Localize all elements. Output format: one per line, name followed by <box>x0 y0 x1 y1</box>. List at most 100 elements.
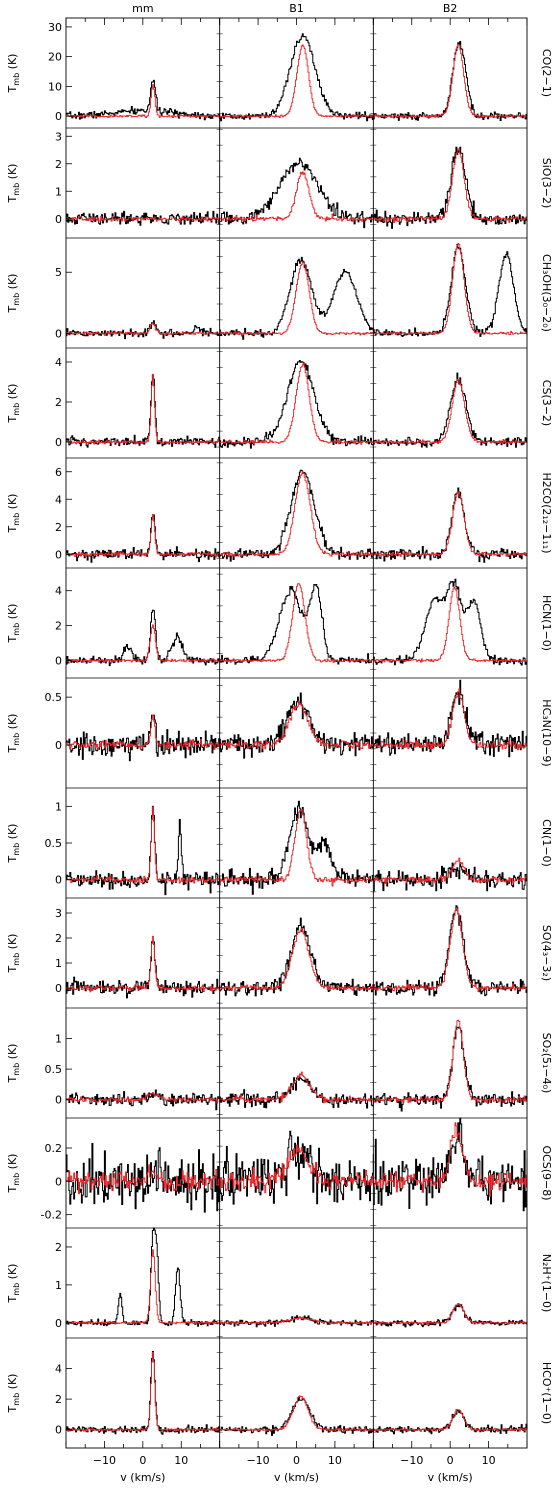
x-axis-title: v (km/s) <box>120 1471 165 1484</box>
spectrum-black-r8-c0 <box>66 940 221 999</box>
row-molecule-label: SO(4₃−3₂) <box>540 925 553 981</box>
y-tick-label: 2 <box>55 620 62 633</box>
y-tick-label: 3 <box>55 130 62 143</box>
spectrum-black-r9-c0 <box>66 1089 221 1111</box>
spectrum-red-r9-c2 <box>373 1019 528 1104</box>
y-tick-label: 20 <box>48 51 62 64</box>
spectrum-black-r4-c2 <box>373 487 528 563</box>
spectrum-red-r4-c2 <box>373 491 528 557</box>
y-tick-label: 0 <box>55 548 62 561</box>
y-axis-title: Tmb (K) <box>6 164 21 204</box>
spectrum-black-r2-c2 <box>373 244 528 337</box>
y-axis-title: Tmb (K) <box>6 1154 21 1194</box>
spectrum-black-r6-c0 <box>66 714 221 762</box>
spectrum-black-r9-c1 <box>219 1076 374 1109</box>
y-tick-label: 3 <box>55 907 62 920</box>
spectrum-red-r3-c0 <box>66 373 221 445</box>
spectrum-red-r2-c1 <box>219 261 374 336</box>
y-tick-label: 0 <box>55 110 62 123</box>
spectrum-black-r7-c0 <box>66 805 221 896</box>
column-title: mm <box>132 2 153 15</box>
y-tick-label: 2 <box>55 158 62 171</box>
spectrum-black-r0-c0 <box>66 79 221 121</box>
spectrum-black-r11-c0 <box>66 1227 221 1327</box>
y-axis-title: Tmb (K) <box>6 824 21 864</box>
spectrum-red-r0-c1 <box>219 44 374 119</box>
y-axis-title: Tmb (K) <box>6 934 21 974</box>
spectrum-red-r12-c1 <box>219 1395 374 1433</box>
row-molecule-label: N₂H⁺(1−0) <box>540 1254 553 1313</box>
y-tick-label: 0 <box>55 1175 62 1188</box>
y-tick-label: 0 <box>55 1317 62 1330</box>
y-axis-title: Tmb (K) <box>6 494 21 534</box>
x-tick-label: 10 <box>174 1454 188 1467</box>
spectrum-black-r10-c1 <box>219 1130 374 1205</box>
spectrum-red-r10-c1 <box>219 1144 374 1194</box>
y-tick-label: 1 <box>55 1033 62 1046</box>
y-tick-label: 0.2 <box>45 1142 63 1155</box>
y-tick-label: 0 <box>55 327 62 340</box>
y-tick-label: 2 <box>55 521 62 534</box>
x-tick-label: −10 <box>246 1454 269 1467</box>
y-tick-label: 2 <box>55 396 62 409</box>
spectrum-red-r11-c2 <box>373 1303 528 1325</box>
x-tick-label: 10 <box>482 1454 496 1467</box>
row-molecule-label: SO₂(5₁−4₀) <box>540 1033 553 1094</box>
y-tick-label: 5 <box>55 266 62 279</box>
spectrum-red-r1-c2 <box>373 148 527 224</box>
column-title: B1 <box>289 2 304 15</box>
y-tick-label: 0 <box>55 436 62 449</box>
spectrum-red-r7-c1 <box>219 808 374 887</box>
spectrum-red-r5-c2 <box>373 587 528 663</box>
spectrum-black-r3-c2 <box>373 372 528 448</box>
spectrum-black-r2-c0 <box>66 320 221 340</box>
spectrum-red-r6-c2 <box>373 688 528 751</box>
spectrum-red-r9-c1 <box>219 1071 374 1104</box>
row-molecule-label: HCO⁺(1−0) <box>540 1362 553 1424</box>
y-tick-label: 0.5 <box>45 1063 63 1076</box>
spectrum-red-r3-c2 <box>373 378 528 445</box>
x-axis-title: v (km/s) <box>274 1471 319 1484</box>
spectrum-red-r1-c0 <box>66 215 221 223</box>
x-tick-label: 0 <box>293 1454 300 1467</box>
spectrum-black-r1-c1 <box>219 157 374 229</box>
spectrum-black-r8-c2 <box>373 905 528 997</box>
x-tick-label: −10 <box>400 1454 423 1467</box>
column-title: B2 <box>443 2 458 15</box>
spectrum-red-r11-c0 <box>66 1249 221 1325</box>
y-tick-label: 0 <box>55 1424 62 1437</box>
y-axis-title: Tmb (K) <box>6 54 21 94</box>
spectrum-black-r0-c2 <box>373 41 528 121</box>
spectrum-red-r9-c0 <box>66 1091 221 1104</box>
spectrum-red-r1-c1 <box>219 171 374 222</box>
spectrum-red-r0-c2 <box>373 44 528 119</box>
spectrum-red-r7-c0 <box>66 806 221 884</box>
spectrum-black-r5-c1 <box>219 584 374 665</box>
spectrum-black-r1-c2 <box>373 146 528 229</box>
y-axis-title: Tmb (K) <box>6 1264 21 1304</box>
spectrum-red-r6-c0 <box>66 714 221 751</box>
spectrum-black-r7-c1 <box>219 800 374 895</box>
y-tick-label: 0 <box>55 655 62 668</box>
y-tick-label: 2 <box>55 1393 62 1406</box>
y-axis-title: Tmb (K) <box>6 1374 21 1414</box>
y-tick-label: 0.5 <box>45 837 63 850</box>
spectrum-black-r4-c1 <box>219 469 374 562</box>
spectrum-black-r10-c0 <box>66 1143 221 1213</box>
y-tick-label: 0 <box>55 982 62 995</box>
y-tick-label: 2 <box>55 932 62 945</box>
y-tick-label: 4 <box>55 356 62 369</box>
y-tick-label: 6 <box>55 466 62 479</box>
spectrum-black-r3-c0 <box>66 374 221 448</box>
spectrum-red-r8-c2 <box>373 908 528 992</box>
y-tick-label: -0.2 <box>41 1209 62 1222</box>
x-tick-label: 0 <box>139 1454 146 1467</box>
spectrum-red-r2-c0 <box>66 322 221 336</box>
y-axis-title: Tmb (K) <box>6 714 21 754</box>
spectrum-red-r8-c1 <box>219 928 374 992</box>
spectrum-red-r10-c0 <box>66 1164 221 1195</box>
row-molecule-label: CN(1−0) <box>540 819 553 867</box>
spectrum-black-r2-c1 <box>219 256 374 340</box>
